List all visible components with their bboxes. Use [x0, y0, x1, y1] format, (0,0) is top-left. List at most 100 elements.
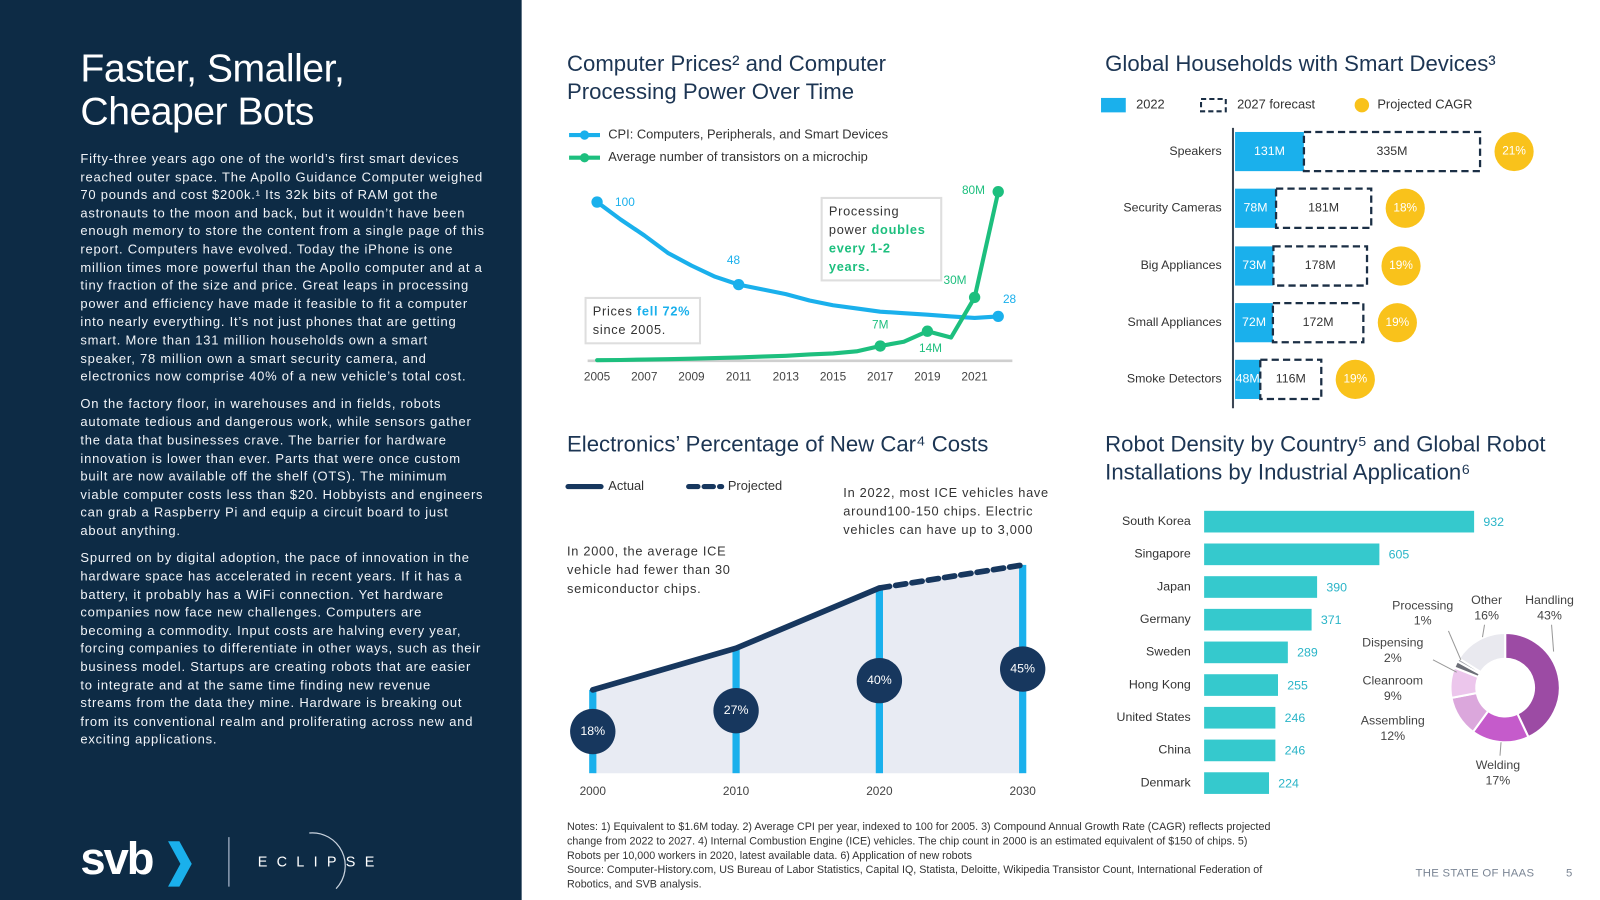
notes-block: Notes: 1) Equivalent to $1.6M today. 2) …	[567, 821, 1278, 893]
logos: svb ECLIPSE	[80, 832, 384, 890]
x-tick-label: 2019	[914, 369, 941, 383]
data-label: 181M	[1308, 201, 1339, 215]
data-label: 116M	[1276, 372, 1306, 386]
point	[921, 325, 934, 337]
x-tick-label: 2009	[678, 369, 705, 383]
text-span: since 2005.	[592, 322, 667, 338]
data-label: 19%	[1389, 258, 1413, 272]
point	[732, 278, 745, 291]
donut-label: Processing 1%	[1376, 598, 1469, 629]
line	[595, 200, 1001, 321]
text-span: 2%	[1383, 650, 1402, 665]
area	[879, 564, 1023, 774]
point	[591, 196, 603, 208]
x-tick-label: 2017	[867, 369, 893, 383]
data-label: 605	[1389, 548, 1410, 562]
donut-label: Welding 17%	[1452, 758, 1545, 789]
legend-label: Projected	[728, 478, 782, 493]
logo-eclipse: ECLIPSE	[258, 855, 384, 871]
bar	[1204, 772, 1270, 794]
data-label: 30M	[944, 273, 967, 287]
paragraph: Fifty-three years ago one of the world’s…	[80, 151, 485, 384]
legend-label: CPI: Computers, Peripherals, and Smart D…	[608, 126, 888, 141]
paragraph: On the factory floor, in warehouses and …	[80, 396, 484, 539]
category-label: Germany	[1140, 612, 1192, 626]
sidebar: Faster, Smaller, Cheaper Bots Fifty-thre…	[0, 0, 522, 900]
leader-line	[1447, 630, 1462, 660]
cagr-marker	[1335, 359, 1375, 399]
bar	[1235, 246, 1274, 286]
notes: Notes: 1) Equivalent to $1.6M today. 2) …	[567, 821, 1271, 862]
x-tick-label: 2011	[726, 369, 752, 383]
legend-label: Average number of transistors on a micro…	[608, 149, 868, 164]
logo-svb: svb	[80, 833, 152, 884]
data-label: 131M	[1254, 144, 1285, 158]
donut-label: Assembling 12%	[1346, 713, 1439, 744]
data-label: 18%	[1393, 200, 1417, 214]
text-span: 9%	[1383, 688, 1402, 704]
data-label: 48M	[1236, 372, 1260, 386]
bar	[1204, 576, 1318, 598]
donut-label: Cleanroom 9%	[1346, 673, 1439, 704]
bar	[1204, 739, 1276, 762]
logo-arc	[309, 832, 346, 890]
chart-title: Robot Density by Country⁵ and Global Rob…	[1105, 431, 1546, 485]
x-tick-label: 2010	[723, 784, 750, 798]
bar	[1204, 641, 1288, 664]
label-circle	[570, 708, 616, 755]
data-label: 255	[1287, 678, 1308, 692]
bar	[1235, 359, 1261, 399]
text-span: 12%	[1380, 728, 1406, 744]
bar	[1274, 187, 1373, 229]
text-span: 16%	[1474, 608, 1499, 623]
data-label: 246	[1285, 744, 1306, 758]
data-label: 19%	[1386, 315, 1410, 329]
annotation: In 2000, the average ICE vehicle had few…	[567, 544, 731, 596]
x-tick-label: 2030	[1010, 784, 1037, 798]
data-label: 19%	[1343, 372, 1367, 386]
x-tick-label: 2021	[961, 369, 988, 383]
page-number: 5	[1565, 867, 1573, 880]
data-label: 932	[1483, 515, 1504, 529]
bar	[1271, 301, 1365, 344]
bar	[1235, 188, 1277, 228]
legend-marker	[1354, 97, 1370, 113]
text-span: fell 72%	[636, 304, 691, 319]
cagr-marker	[1381, 246, 1421, 286]
data-label: 27%	[724, 703, 749, 717]
text-span: Dispensing	[1362, 635, 1424, 650]
leader-line	[1432, 659, 1457, 673]
line	[589, 585, 883, 693]
cagr-marker	[1385, 188, 1425, 228]
text-span: Other	[1471, 592, 1503, 608]
bar	[1235, 131, 1304, 172]
data-label: 7M	[872, 318, 888, 332]
data-label: 48	[727, 253, 741, 267]
annotation: Processing power doubles every 1-2 years…	[820, 196, 943, 282]
sidebar-title: Faster, Smaller, Cheaper Bots	[80, 47, 345, 135]
x-tick-label: 2015	[820, 369, 847, 383]
data-label: 78M	[1244, 201, 1268, 215]
paragraph: Spurred on by digital adoption, the pace…	[80, 550, 482, 747]
annotation: In 2022, most ICE vehicles have around10…	[843, 485, 1049, 538]
chart-title: Computer Prices² and Computer Processing…	[567, 51, 887, 105]
text-span: Welding	[1475, 757, 1521, 773]
footer-label: THE STATE OF HAAS	[1415, 867, 1535, 880]
data-label: 18%	[580, 724, 605, 738]
x-tick-label: 2020	[866, 784, 893, 798]
bar	[1204, 543, 1380, 566]
x-tick-label: 2005	[584, 369, 611, 383]
data-label: 371	[1321, 613, 1342, 627]
text-span: 17%	[1485, 773, 1511, 788]
legend-label: Actual	[608, 478, 644, 493]
data-label: 72M	[1242, 315, 1266, 329]
legend-label: Projected CAGR	[1377, 97, 1472, 112]
donut-label: Dispensing 2%	[1346, 635, 1439, 666]
category-label: Sweden	[1146, 645, 1191, 659]
text-span: 43%	[1537, 608, 1562, 623]
legend-label: 2022	[1136, 97, 1165, 112]
point	[874, 340, 886, 352]
donut-slice	[1504, 631, 1561, 739]
label-circle	[856, 657, 903, 704]
